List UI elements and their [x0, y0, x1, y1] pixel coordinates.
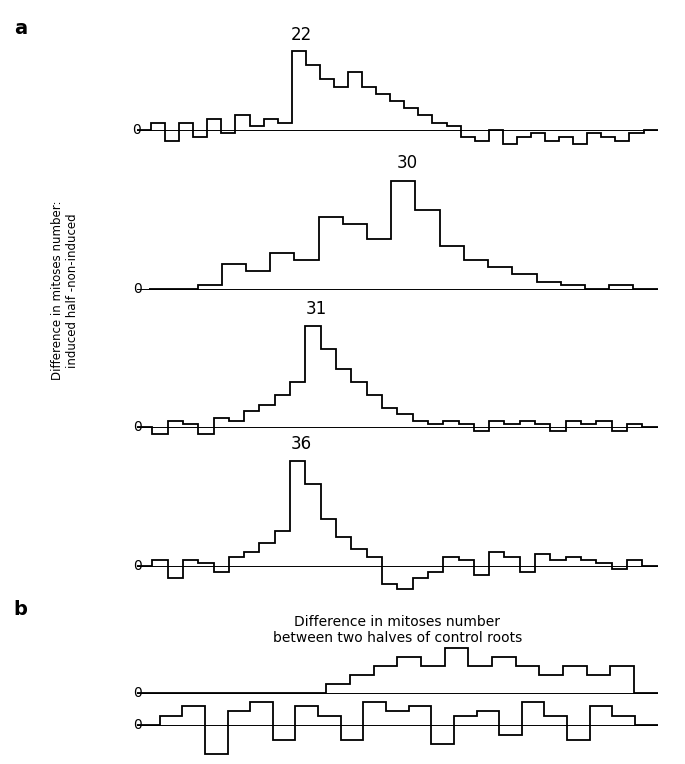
Text: 30: 30 — [397, 154, 419, 173]
Text: 0: 0 — [133, 282, 142, 296]
Text: Difference in mitoses number:
induced half -non-induced: Difference in mitoses number: induced ha… — [51, 201, 79, 380]
Text: 0: 0 — [133, 420, 142, 435]
Text: 0: 0 — [133, 718, 142, 733]
Text: 0: 0 — [133, 559, 142, 573]
Text: a: a — [14, 19, 27, 38]
Text: 0: 0 — [132, 123, 141, 137]
Text: 0: 0 — [133, 686, 142, 700]
Text: Difference in mitoses number
between two halves of control roots: Difference in mitoses number between two… — [273, 615, 522, 646]
Text: b: b — [14, 600, 27, 619]
Text: 22: 22 — [290, 26, 312, 44]
Text: 31: 31 — [306, 300, 327, 318]
Text: 36: 36 — [290, 435, 312, 452]
